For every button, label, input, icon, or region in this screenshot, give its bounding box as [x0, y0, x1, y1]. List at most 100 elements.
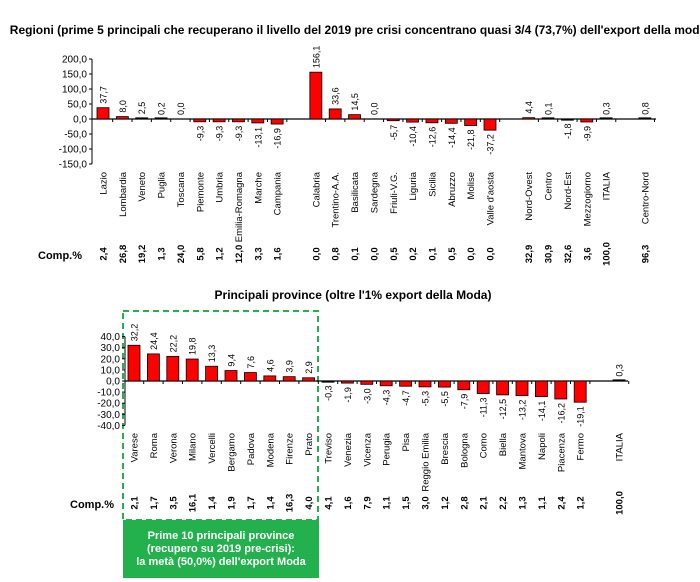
category-label: Vicenza — [362, 432, 373, 466]
value-label: -4,3 — [382, 390, 392, 406]
category-label: Trentino-A.A. — [331, 172, 342, 228]
bar — [535, 380, 548, 398]
value-label: 9,4 — [227, 354, 237, 367]
value-label: 13,3 — [207, 345, 217, 363]
value-label: -5,3 — [421, 391, 431, 407]
comp-value: 4,1 — [324, 496, 335, 510]
value-label: 0,2 — [157, 102, 167, 115]
bar — [638, 117, 652, 120]
comp-value: 26,8 — [118, 245, 129, 264]
category-label: Pisa — [401, 432, 412, 451]
comp-value: 32,9 — [524, 245, 535, 264]
comp-value: 100,0 — [615, 491, 626, 515]
category-label: Bologna — [459, 432, 470, 468]
y-tick-label: 50,0 — [68, 100, 88, 111]
bar — [232, 118, 245, 123]
comp-label-regioni: Comp.% — [38, 250, 82, 262]
bar — [425, 118, 439, 124]
category-label: Nord-Est — [563, 172, 574, 210]
value-label: 0,3 — [602, 102, 612, 115]
value-label: -21,8 — [466, 130, 476, 151]
comp-value: 0,0 — [311, 247, 322, 260]
note-line-2: (recupero su 2019 pre-crisi): — [147, 542, 295, 555]
value-label: 37,7 — [99, 86, 109, 104]
bar — [522, 117, 536, 120]
comp-value: 2,2 — [498, 496, 509, 509]
bar — [166, 355, 180, 382]
comp-value: 2,8 — [459, 496, 470, 509]
comp-value: 1,5 — [401, 496, 412, 510]
category-label: Piacenza — [556, 432, 567, 472]
comp-value: 1,4 — [207, 496, 218, 510]
bar — [243, 372, 257, 382]
y-tick-label: 0,0 — [106, 377, 120, 388]
bar — [282, 376, 296, 382]
comp-value: 24,0 — [176, 245, 187, 264]
value-label: -4,7 — [401, 390, 411, 406]
bar — [348, 114, 361, 120]
comp-value: 3,5 — [168, 496, 179, 510]
value-label: 0,0 — [176, 102, 186, 115]
value-label: -16,2 — [556, 403, 566, 424]
category-label: Brescia — [440, 432, 451, 464]
bar — [154, 117, 168, 120]
comp-value: 3,3 — [253, 247, 264, 260]
value-label: 19,8 — [188, 337, 198, 355]
value-label: 24,4 — [149, 332, 159, 350]
category-label: Emilia-Romagna — [234, 171, 245, 242]
bar — [444, 118, 458, 124]
y-tick-label: 100,0 — [62, 85, 87, 96]
comp-value: 0,0 — [369, 247, 380, 260]
value-label: 0,8 — [640, 102, 650, 115]
comp-value: 32,6 — [563, 245, 574, 264]
category-label: Milano — [188, 433, 199, 461]
chart-province: 40,030,020,010,00,0-10,0-20,0-30,0-40,0 3… — [97, 324, 630, 515]
category-label: Lazio — [99, 172, 110, 195]
bar — [379, 380, 393, 387]
comp-value: 1,7 — [246, 496, 257, 509]
value-label: 8,0 — [118, 100, 128, 113]
comp-value: 0,0 — [466, 247, 477, 260]
comp-value: 100,0 — [602, 242, 613, 266]
category-label: Calabria — [311, 171, 322, 207]
bar — [561, 118, 574, 121]
bar — [554, 380, 568, 400]
bar — [515, 380, 529, 397]
category-label: Reggio Emilia — [421, 432, 432, 491]
bar — [146, 353, 160, 382]
category-label: Varese — [130, 433, 141, 462]
y-tick-label: -40,0 — [97, 421, 120, 432]
category-label: Lombardia — [118, 171, 129, 217]
y-tick-label: 150,0 — [62, 70, 87, 81]
value-label: 4,4 — [524, 101, 534, 114]
comp-value: 4,0 — [304, 496, 315, 509]
category-label: Padova — [246, 432, 257, 465]
bar — [340, 380, 354, 384]
value-label: -13,1 — [253, 127, 263, 148]
category-label: Perugia — [382, 432, 393, 465]
comp-value: 1,2 — [576, 496, 587, 509]
y-tick-label: 0,0 — [73, 115, 87, 126]
value-label: 2,9 — [304, 361, 314, 374]
comp-value: 1,3 — [157, 247, 168, 260]
bar — [328, 108, 342, 120]
y-tick-label: 200,0 — [62, 55, 87, 66]
value-label: -12,6 — [427, 127, 437, 148]
value-label: -10,4 — [408, 126, 418, 147]
comp-value: 12,0 — [234, 245, 245, 264]
category-label: Liguria — [408, 171, 419, 200]
bar — [224, 370, 238, 382]
bar — [399, 380, 413, 387]
value-label: -37,2 — [486, 134, 496, 155]
bar — [406, 118, 420, 123]
category-label: Sicilia — [427, 171, 438, 197]
value-label: -9,3 — [234, 126, 244, 142]
y-tick-label: -20,0 — [97, 399, 120, 410]
bar — [418, 380, 432, 388]
bar — [302, 377, 316, 382]
value-label: 32,2 — [130, 324, 140, 342]
y-tick-label: 10,0 — [101, 365, 121, 376]
comp-value: 0,2 — [408, 247, 419, 260]
comp-value: 0,0 — [486, 247, 497, 260]
